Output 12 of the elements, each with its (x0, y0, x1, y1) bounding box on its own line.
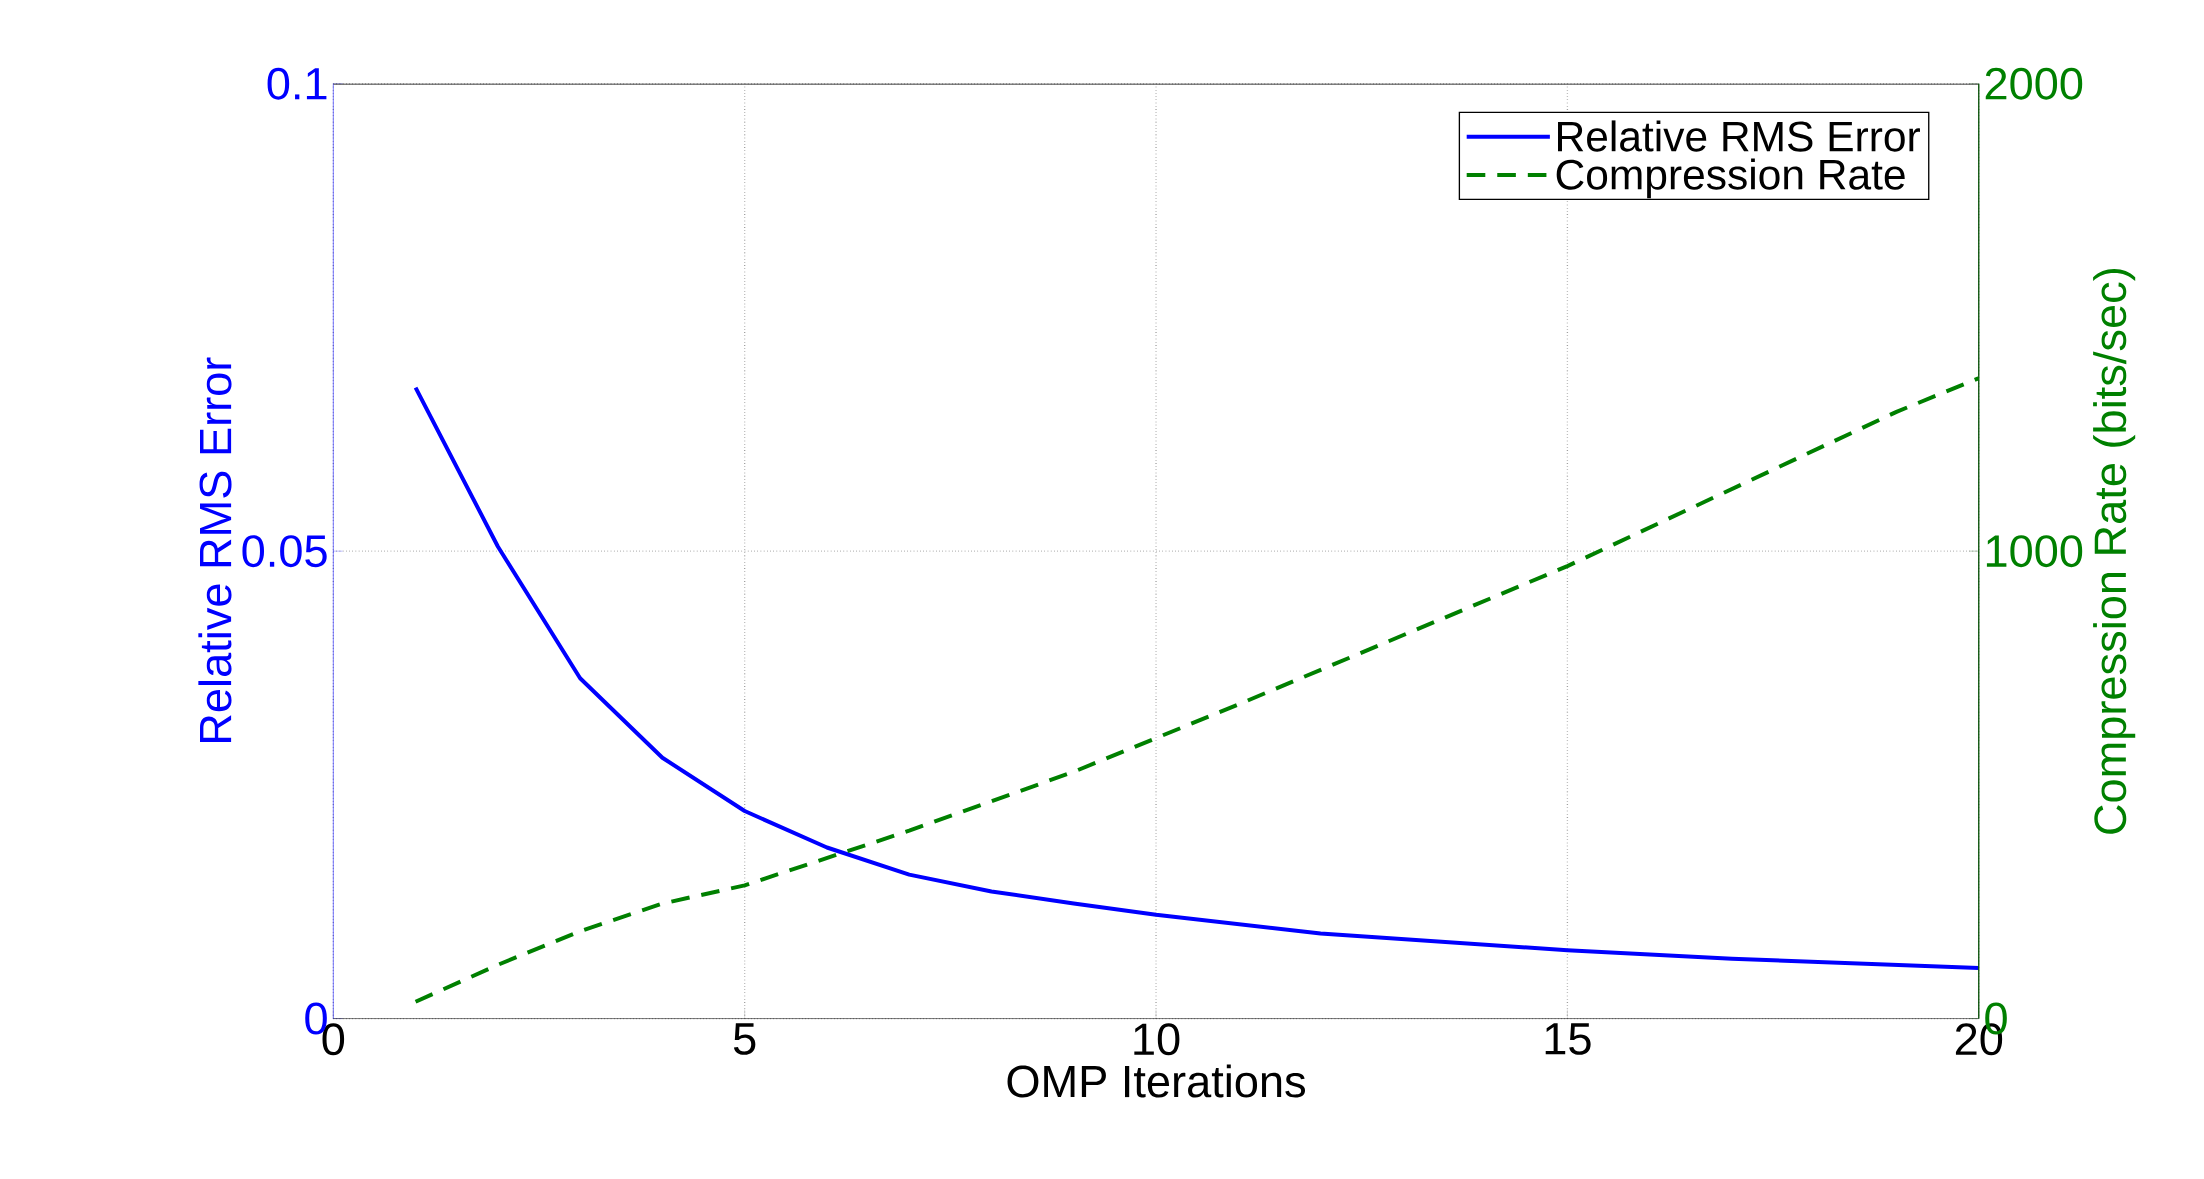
y-tick-label: 0.1 (267, 67, 327, 100)
legend-label: Compression Rate (1556, 158, 1905, 199)
y-tick-label: 0.05 (242, 535, 327, 568)
y2-axis-title: Compression Rate (bits/sec) (2093, 269, 2136, 834)
x-tick-label: 5 (733, 1023, 756, 1055)
x-tick-label: 15 (1545, 1023, 1591, 1055)
y2-tick-label: 1000 (1986, 535, 2083, 568)
x-axis-title: OMP Iterations (1007, 1064, 1306, 1098)
y2-tick-label: 2000 (1985, 67, 2083, 100)
legend-label: Relative RMS Error (1558, 120, 1920, 152)
y-axis-title: Relative RMS Error (198, 357, 232, 742)
x-tick-label: 10 (1134, 1023, 1180, 1056)
